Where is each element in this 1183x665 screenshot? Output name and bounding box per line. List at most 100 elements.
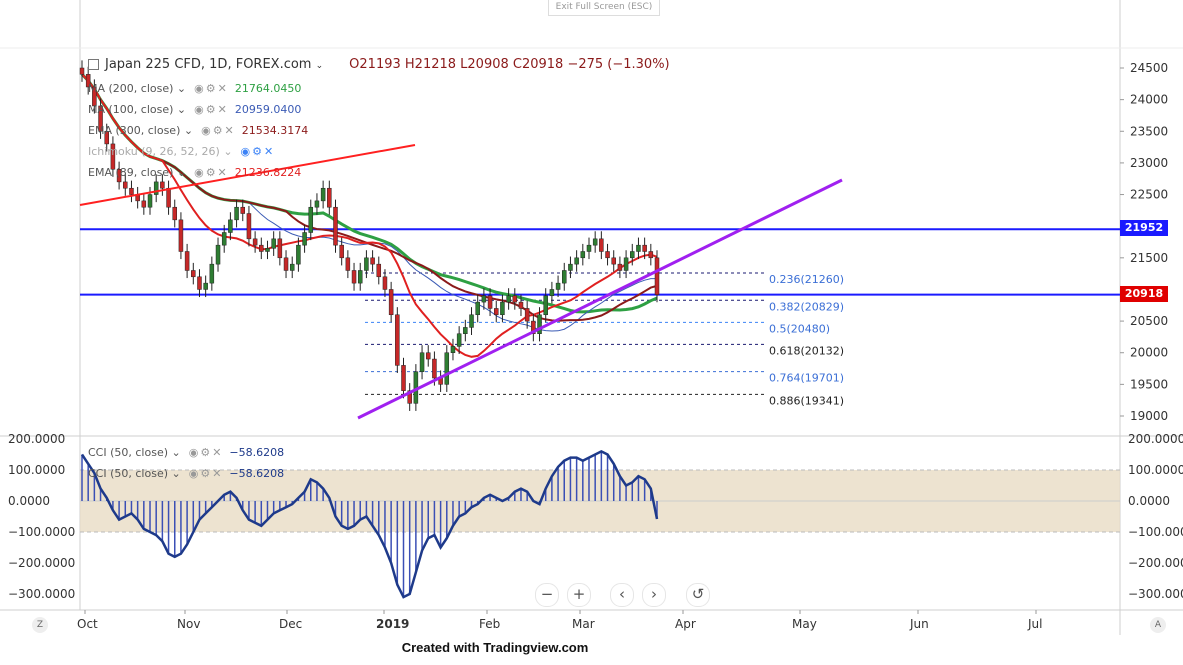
red-trendline	[79, 144, 416, 206]
candle-body	[630, 251, 635, 259]
candle-body	[407, 390, 412, 404]
candle-body	[339, 244, 344, 259]
time-tick-label: Apr	[675, 617, 696, 631]
candle-body	[395, 314, 400, 366]
zoom-axis-button[interactable]: Z	[32, 617, 48, 633]
price-tick-label: 20000	[1130, 346, 1168, 360]
cci-tick-label: −200.0000	[1128, 556, 1183, 570]
candle-body	[302, 232, 307, 246]
candle-body	[147, 194, 153, 208]
candle-body	[141, 200, 147, 208]
candle-body	[333, 206, 338, 246]
candle-body	[611, 257, 616, 265]
candle-body	[79, 67, 85, 75]
cci-tick-label: 100.0000	[1128, 463, 1183, 477]
candle-body	[351, 270, 357, 284]
candle-body	[574, 257, 579, 265]
candle-body	[456, 333, 462, 347]
candle-body	[209, 263, 215, 284]
fib-level-label: 0.236(21260)	[769, 273, 844, 286]
time-tick-label: Dec	[279, 617, 302, 631]
chevron-down-icon[interactable]: ⌄	[176, 82, 187, 95]
candle-body	[531, 320, 536, 334]
candle-body	[648, 251, 654, 259]
eye-gear-close-icons[interactable]: ◉⚙✕	[194, 82, 229, 95]
time-tick-label: Oct	[77, 617, 98, 631]
price-tick-label: 24500	[1130, 61, 1168, 75]
legend-ema89[interactable]: EMA (89, close) ⌄ ◉⚙✕ 21236.8224	[88, 166, 302, 179]
exit-fullscreen-button[interactable]: Exit Full Screen (ESC)	[548, 0, 660, 16]
chevron-down-icon[interactable]: ⌄	[315, 61, 324, 71]
price-tick-label: 22500	[1130, 188, 1168, 202]
ema89-line	[81, 73, 658, 358]
collapse-icon[interactable]	[88, 59, 99, 70]
purple-trendline	[357, 178, 843, 420]
chevron-down-icon[interactable]: ⌄	[176, 103, 187, 116]
auto-scale-button[interactable]: A	[1150, 617, 1166, 633]
legend-ma100[interactable]: MA (100, close) ⌄ ◉⚙✕ 20959.0400	[88, 103, 302, 116]
cci-tick-label-left: 0.0000	[8, 494, 50, 508]
chevron-down-icon[interactable]: ⌄	[176, 166, 187, 179]
candle-body	[259, 244, 264, 252]
legend-cci-1[interactable]: CCI (50, close) ⌄ ◉⚙✕ −58.6208	[88, 446, 285, 459]
time-tick-label: 2019	[376, 617, 409, 631]
candle-body	[592, 238, 598, 246]
cci-tick-label: 200.0000	[1128, 432, 1183, 446]
candle-body	[228, 219, 233, 233]
candle-body	[327, 187, 332, 208]
scroll-right-button[interactable]: ›	[642, 583, 666, 607]
price-tick-label: 19000	[1130, 409, 1168, 423]
fib-level-label: 0.764(19701)	[769, 372, 844, 385]
candle-body	[110, 143, 116, 170]
eye-gear-close-icons[interactable]: ◉⚙✕	[240, 145, 276, 158]
candle-body	[160, 181, 165, 189]
legend-ema300[interactable]: EMA (300, close) ⌄ ◉⚙✕ 21534.3174	[88, 124, 309, 137]
footer-credit: Created with Tradingview.com	[401, 640, 589, 655]
candle-body	[178, 219, 184, 252]
zoom-out-button[interactable]: −	[535, 583, 559, 607]
candle-body	[562, 270, 567, 284]
chevron-down-icon[interactable]: ⌄	[171, 446, 181, 459]
legend-cci-2[interactable]: CCI (50, close) ⌄ ◉⚙✕ −58.6208	[88, 467, 285, 480]
legend-ma200[interactable]: MA (200, close) ⌄ ◉⚙✕ 21764.0450	[88, 82, 302, 95]
time-tick-label: Nov	[177, 617, 200, 631]
chevron-down-icon[interactable]: ⌄	[171, 467, 181, 480]
eye-gear-close-icons[interactable]: ◉⚙✕	[201, 124, 236, 137]
chevron-down-icon[interactable]: ⌄	[183, 124, 194, 137]
eye-gear-close-icons[interactable]: ◉⚙✕	[194, 166, 229, 179]
cci-tick-label-left: 200.0000	[8, 432, 65, 446]
time-tick-label: Mar	[572, 617, 595, 631]
ohlc-readout: O21193 H21218 L20908 C20918 −275 (−1.30%…	[349, 57, 670, 72]
candle-body	[555, 282, 561, 290]
symbol-title: Japan 225 CFD, 1D, FOREX.com	[105, 57, 312, 72]
candle-body	[240, 206, 246, 214]
reset-button[interactable]: ↺	[686, 583, 710, 607]
candle-body	[191, 270, 196, 278]
candle-body	[425, 352, 431, 360]
chevron-down-icon[interactable]: ⌄	[223, 145, 233, 158]
candle-body	[469, 314, 474, 328]
candle-body	[265, 248, 270, 252]
eye-gear-close-icons[interactable]: ◉⚙✕	[188, 467, 224, 480]
eye-gear-close-icons[interactable]: ◉⚙✕	[194, 103, 229, 116]
candle-body	[623, 257, 629, 271]
candle-body	[246, 213, 252, 240]
cci-line	[80, 450, 659, 599]
time-tick-label: Jun	[909, 617, 929, 631]
fib-level-label: 0.618(20132)	[769, 344, 844, 357]
eye-gear-close-icons[interactable]: ◉⚙✕	[188, 446, 224, 459]
fib-level-label: 0.5(20480)	[769, 322, 830, 335]
candle-body	[654, 257, 660, 295]
cci-tick-label-left: −200.0000	[8, 556, 75, 570]
zoom-in-button[interactable]: +	[567, 583, 591, 607]
candle-body	[92, 86, 97, 107]
candle-body	[537, 314, 542, 334]
candle-body	[524, 308, 530, 322]
candle-body	[543, 295, 548, 316]
scroll-left-button[interactable]: ‹	[610, 583, 634, 607]
cci-tick-label: 0.0000	[1128, 494, 1170, 508]
candle-body	[506, 295, 511, 303]
legend-ichimoku[interactable]: Ichimoku (9, 26, 52, 26) ⌄ ◉⚙✕	[88, 145, 276, 158]
